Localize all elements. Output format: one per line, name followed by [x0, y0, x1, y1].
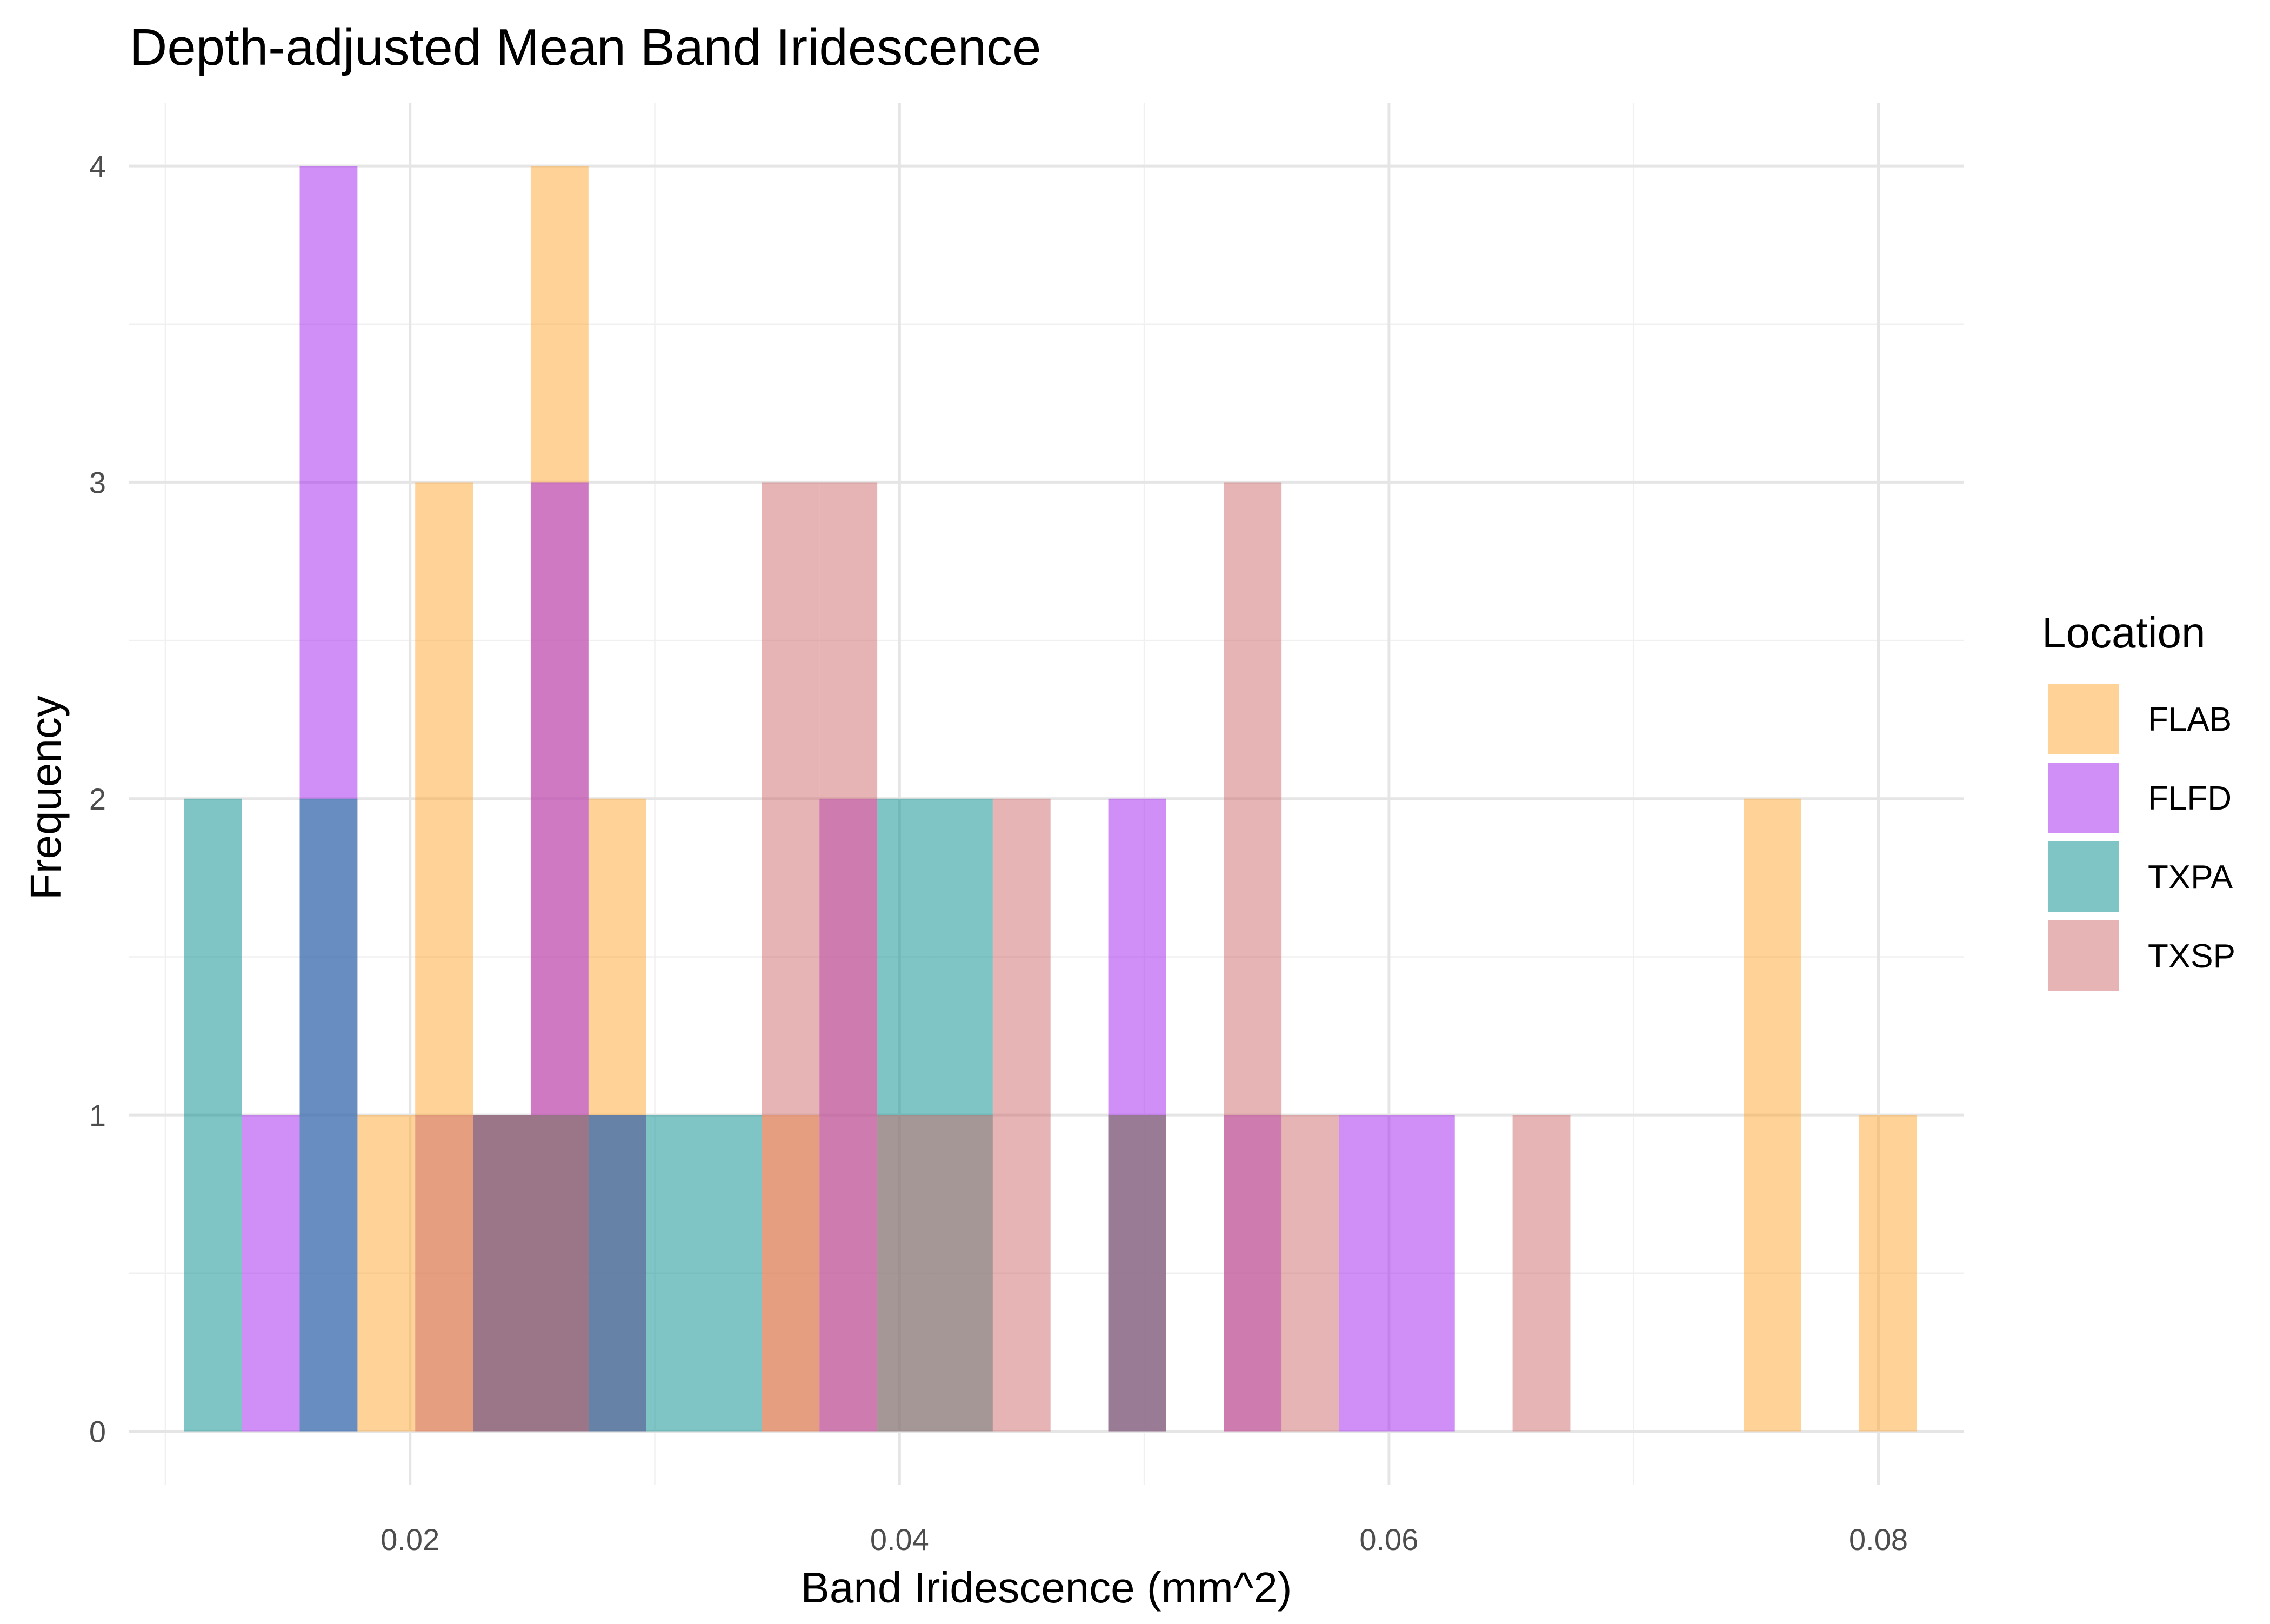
bar-txsp: [1512, 1115, 1571, 1432]
bar-txsp: [992, 798, 1051, 1432]
bar-txsp: [819, 482, 878, 1432]
legend: Location FLAB FLFD TXPA TXSP: [2042, 609, 2235, 991]
bar-txsp: [1108, 1115, 1166, 1432]
bar-flfd: [1397, 1115, 1455, 1432]
histogram-bars: [184, 166, 1917, 1432]
bar-flab: [1859, 1115, 1917, 1432]
legend-item-flfd: FLFD: [2048, 763, 2232, 833]
y-axis-title: Frequency: [22, 696, 70, 900]
bar-txpa: [184, 798, 242, 1432]
bar-txpa: [704, 1115, 762, 1432]
x-axis-title: Band Iridescence (mm^2): [801, 1563, 1292, 1612]
legend-item-txpa: TXPA: [2048, 841, 2233, 912]
legend-key-txsp: [2048, 920, 2119, 991]
legend-item-flab: FLAB: [2048, 684, 2232, 754]
axis-ticks: 0.02 0.04 0.06 0.08 0 1 2 3 4: [89, 149, 1908, 1556]
bar-txsp: [1281, 1115, 1340, 1432]
bar-txsp: [473, 1115, 531, 1432]
legend-title: Location: [2042, 609, 2205, 657]
legend-key-txpa: [2048, 841, 2119, 912]
bar-txsp: [1224, 482, 1282, 1432]
x-tick-label: 0.02: [380, 1522, 439, 1556]
legend-label: FLFD: [2148, 780, 2232, 817]
bar-txpa: [588, 1115, 646, 1432]
x-tick-label: 0.04: [870, 1522, 929, 1556]
y-tick-label: 4: [89, 149, 106, 183]
legend-items: FLAB FLFD TXPA TXSP: [2048, 684, 2235, 991]
bar-txsp: [415, 1115, 473, 1432]
bar-txsp: [877, 1115, 935, 1432]
bar-txpa: [646, 1115, 704, 1432]
series-txsp: [415, 482, 1571, 1432]
legend-label: TXSP: [2148, 938, 2235, 975]
legend-label: FLAB: [2148, 701, 2232, 738]
y-tick-label: 1: [89, 1098, 106, 1132]
bar-txsp: [762, 482, 820, 1432]
y-tick-label: 3: [89, 465, 106, 499]
bar-txsp: [530, 1115, 589, 1432]
legend-key-flab: [2048, 684, 2119, 754]
legend-label: TXPA: [2148, 859, 2233, 896]
bar-flfd: [242, 1115, 300, 1432]
bar-txpa: [299, 798, 358, 1432]
legend-item-txsp: TXSP: [2048, 920, 2235, 991]
y-tick-label: 2: [89, 782, 106, 816]
x-tick-label: 0.08: [1849, 1522, 1908, 1556]
legend-key-flfd: [2048, 763, 2119, 833]
y-tick-label: 0: [89, 1414, 106, 1448]
bar-flfd: [1339, 1115, 1397, 1432]
bar-flab: [357, 1115, 416, 1432]
chart-title: Depth-adjusted Mean Band Iridescence: [130, 18, 1041, 76]
bar-flab: [1744, 798, 1801, 1432]
x-tick-label: 0.06: [1359, 1522, 1418, 1556]
bar-txsp: [934, 1115, 993, 1432]
